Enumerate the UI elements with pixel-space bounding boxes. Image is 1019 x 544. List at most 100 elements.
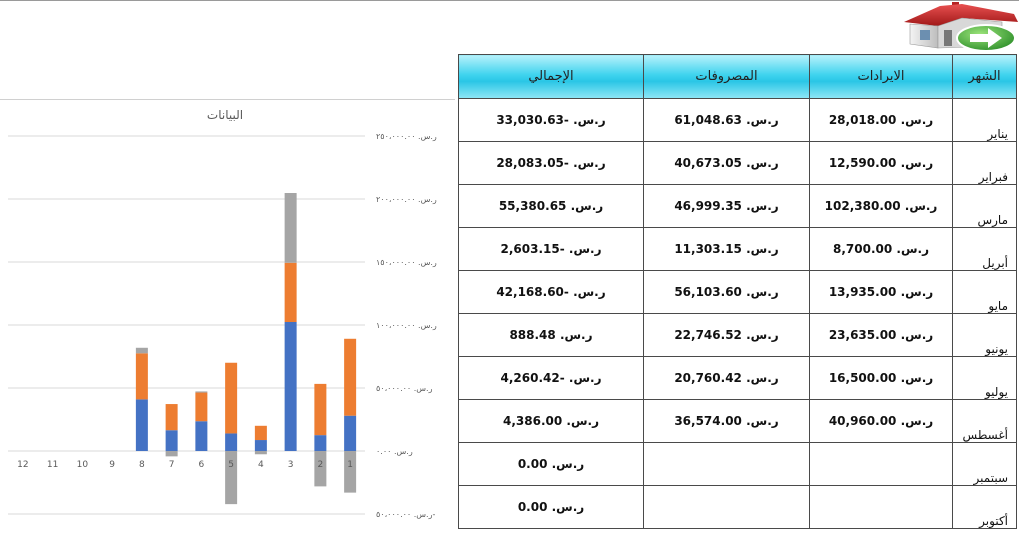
cell-revenue[interactable]: ر.س. 40,960.00 [809, 399, 953, 443]
chart-y-axis: ر.س. ٥٠،٠٠٠.٠٠- ر.س. ٠.٠٠ ر.س. ٥٠،٠٠٠.٠٠ ر.… [376, 132, 437, 519]
bar-expenses [195, 392, 208, 422]
cell-revenue[interactable]: ر.س. 16,500.00 [809, 356, 953, 400]
cell-revenue[interactable]: ر.س. 102,380.00 [809, 184, 953, 228]
cell-total[interactable]: ر.س. 55,380.65 [458, 184, 644, 228]
table-row: ر.س. -2,603.15 ر.س. 11,303.15 ر.س. 8,700.0… [458, 227, 1017, 271]
header-month[interactable]: الشهر [952, 54, 1017, 99]
cell-total[interactable]: ر.س. 0.00 [458, 485, 644, 529]
y-tick-label: ر.س. ٢٠٠،٠٠٠.٠٠ [376, 195, 437, 204]
y-tick-label: ر.س. ٢٥٠،٠٠٠.٠٠ [376, 132, 437, 141]
cell-revenue[interactable]: ر.س. 13,935.00 [809, 270, 953, 314]
x-tick-label: 1 [347, 460, 353, 470]
cell-month[interactable]: سبتمبر [952, 442, 1017, 486]
x-tick-label: 5 [228, 460, 234, 470]
home-icon [904, 2, 1018, 52]
bar-expenses [344, 338, 357, 416]
table-row: ر.س. 0.00 أكتوبر [458, 485, 1017, 529]
top-border-line [0, 0, 1019, 1]
bar-total [225, 451, 238, 505]
bar-total [344, 451, 357, 493]
cell-revenue[interactable] [809, 442, 953, 486]
cell-expenses[interactable] [643, 442, 810, 486]
x-tick-label: 12 [17, 460, 28, 470]
table-row: ر.س. 0.00 سبتمبر [458, 442, 1017, 486]
table-header-row: الإجمالي المصروفات الايرادات الشهر [458, 54, 1017, 99]
cell-expenses[interactable] [643, 485, 810, 529]
x-tick-label: 7 [169, 460, 175, 470]
chart-top-border [0, 99, 455, 100]
bar-expenses [314, 383, 327, 436]
cell-total[interactable]: ر.س. -4,260.42 [458, 356, 644, 400]
bar-total [284, 193, 297, 263]
cell-month[interactable]: يناير [952, 98, 1017, 142]
chart-title: البيانات [207, 108, 243, 122]
header-total[interactable]: الإجمالي [458, 54, 644, 99]
cell-expenses[interactable]: ر.س. 22,746.52 [643, 313, 810, 357]
bar-total [195, 391, 208, 393]
header-expenses[interactable]: المصروفات [643, 54, 810, 99]
bar-total [254, 451, 267, 455]
bar-total [314, 451, 327, 487]
cell-total[interactable]: ر.س. -2,603.15 [458, 227, 644, 271]
cell-revenue[interactable]: ر.س. 12,590.00 [809, 141, 953, 185]
cell-month[interactable]: يوليو [952, 356, 1017, 400]
cell-expenses[interactable]: ر.س. 46,999.35 [643, 184, 810, 228]
y-tick-label: ر.س. ٠.٠٠ [376, 447, 413, 456]
bar-expenses [165, 404, 178, 431]
bar-revenue [165, 430, 178, 451]
cell-revenue[interactable] [809, 485, 953, 529]
cell-month[interactable]: أكتوبر [952, 485, 1017, 529]
cell-revenue[interactable]: ر.س. 28,018.00 [809, 98, 953, 142]
x-tick-label: 3 [288, 460, 294, 470]
bar-revenue [344, 415, 357, 451]
bar-revenue [284, 322, 297, 451]
bar-total [135, 347, 148, 354]
table-row: ر.س. 4,386.00 ر.س. 36,574.00 ر.س. 40,960.0… [458, 399, 1017, 443]
bar-expenses [254, 425, 267, 441]
x-tick-label: 11 [47, 460, 58, 470]
monthly-finance-table: الإجمالي المصروفات الايرادات الشهر ر.س. … [458, 54, 1017, 529]
cell-total[interactable]: ر.س. -28,083.05 [458, 141, 644, 185]
bar-expenses [225, 362, 238, 434]
x-tick-label: 2 [318, 460, 324, 470]
cell-month[interactable]: أغسطس [952, 399, 1017, 443]
bar-revenue [254, 440, 267, 451]
bar-revenue [135, 399, 148, 451]
right-arrow-icon [970, 28, 1002, 48]
cell-expenses[interactable]: ر.س. 40,673.05 [643, 141, 810, 185]
x-tick-label: 10 [77, 460, 89, 470]
cell-total[interactable]: ر.س. -42,168.60 [458, 270, 644, 314]
cell-month[interactable]: مارس [952, 184, 1017, 228]
cell-revenue[interactable]: ر.س. 8,700.00 [809, 227, 953, 271]
header-revenue[interactable]: الايرادات [809, 54, 953, 99]
cell-total[interactable]: ر.س. 4,386.00 [458, 399, 644, 443]
bar-total [165, 451, 178, 457]
chart-bars [135, 193, 357, 505]
cell-total[interactable]: ر.س. 888.48 [458, 313, 644, 357]
cell-month[interactable]: مايو [952, 270, 1017, 314]
chart-area: البيانات ر.س. ٥٠،٠٠٠.٠٠-ر.س. ٠.٠٠ر.س. ٥٠… [8, 108, 437, 519]
cell-total[interactable]: ر.س. -33,030.63 [458, 98, 644, 142]
cell-month[interactable]: فبراير [952, 141, 1017, 185]
bar-revenue [225, 433, 238, 451]
cell-month[interactable]: أبريل [952, 227, 1017, 271]
cell-expenses[interactable]: ر.س. 61,048.63 [643, 98, 810, 142]
cell-month[interactable]: يونيو [952, 313, 1017, 357]
table-row: ر.س. -4,260.42 ر.س. 20,760.42 ر.س. 16,500.… [458, 356, 1017, 400]
cell-total[interactable]: ر.س. 0.00 [458, 442, 644, 486]
cell-expenses[interactable]: ر.س. 36,574.00 [643, 399, 810, 443]
x-tick-label: 9 [109, 460, 115, 470]
cell-expenses[interactable]: ر.س. 56,103.60 [643, 270, 810, 314]
y-tick-label: ر.س. ١٠٠،٠٠٠.٠٠ [376, 321, 437, 330]
bar-expenses [135, 353, 148, 400]
table-row: ر.س. -28,083.05 ر.س. 40,673.05 ر.س. 12,590… [458, 141, 1017, 185]
bar-expenses [284, 262, 297, 323]
y-tick-label: ر.س. ٥٠،٠٠٠.٠٠- [376, 510, 435, 519]
cell-expenses[interactable]: ر.س. 20,760.42 [643, 356, 810, 400]
x-tick-label: 4 [258, 460, 264, 470]
y-tick-label: ر.س. ١٥٠،٠٠٠.٠٠ [376, 258, 437, 267]
home-navigation-button[interactable] [902, 0, 1019, 56]
cell-expenses[interactable]: ر.س. 11,303.15 [643, 227, 810, 271]
cell-revenue[interactable]: ر.س. 23,635.00 [809, 313, 953, 357]
